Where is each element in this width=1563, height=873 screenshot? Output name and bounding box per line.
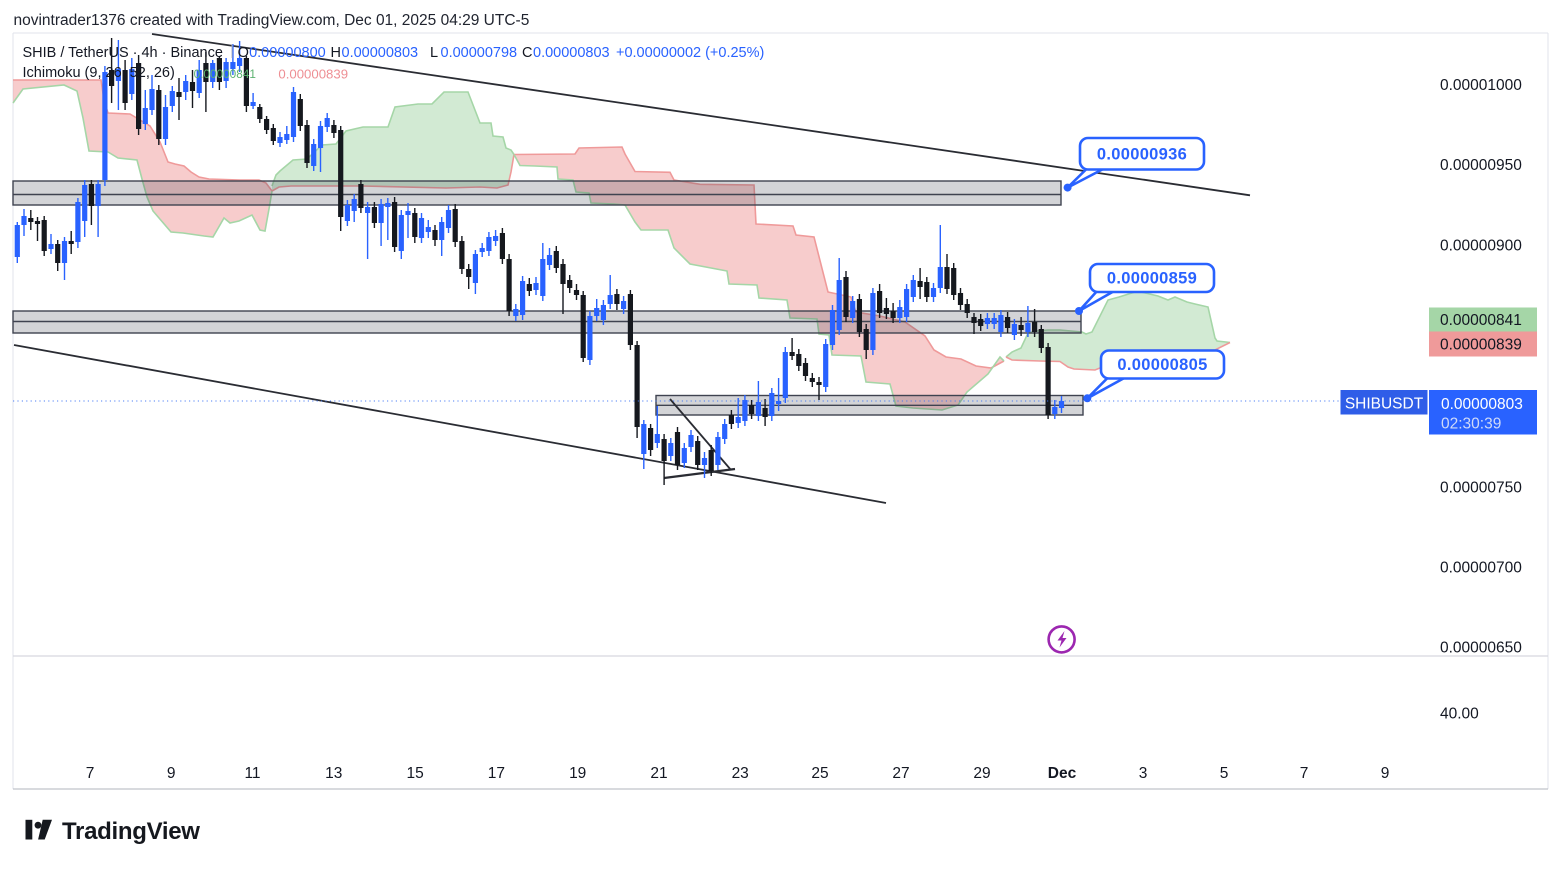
- svg-text:0.00000798: 0.00000798: [441, 45, 518, 61]
- svg-text:H: H: [331, 45, 341, 61]
- svg-text:0.00000839: 0.00000839: [1440, 337, 1522, 354]
- svg-text:25: 25: [811, 765, 828, 782]
- svg-text:0.00000841: 0.00000841: [1440, 312, 1522, 329]
- svg-text:19: 19: [569, 765, 586, 782]
- svg-text:11: 11: [244, 765, 260, 782]
- svg-text:3: 3: [1139, 765, 1148, 782]
- svg-text:23: 23: [732, 765, 749, 782]
- svg-text:0.00000936: 0.00000936: [1097, 145, 1187, 163]
- svg-text:7: 7: [86, 765, 95, 782]
- svg-text:5: 5: [1220, 765, 1229, 782]
- svg-text:29: 29: [973, 765, 990, 782]
- svg-text:0.00000839: 0.00000839: [278, 67, 348, 82]
- svg-text:0.00000803: 0.00000803: [342, 45, 419, 61]
- svg-text:novintrader1376 created with T: novintrader1376 created with TradingView…: [14, 12, 530, 29]
- svg-text:0.00000700: 0.00000700: [1440, 560, 1522, 577]
- svg-text:15: 15: [406, 765, 423, 782]
- svg-text:0.00000803: 0.00000803: [533, 45, 610, 61]
- svg-text:0.00000900: 0.00000900: [1440, 238, 1522, 255]
- svg-text:0.00000803: 0.00000803: [1441, 396, 1523, 413]
- svg-text:SHIBUSDT: SHIBUSDT: [1345, 396, 1424, 413]
- svg-text:Ichimoku (9, 26, 52, 26): Ichimoku (9, 26, 52, 26): [23, 65, 175, 81]
- svg-text:13: 13: [325, 765, 342, 782]
- svg-text:9: 9: [167, 765, 176, 782]
- svg-text:0.00000859: 0.00000859: [1107, 270, 1197, 288]
- svg-text:+0.00000002 (+0.25%): +0.00000002 (+0.25%): [616, 45, 764, 61]
- svg-text:Dec: Dec: [1048, 765, 1077, 782]
- svg-text:TradingView: TradingView: [62, 818, 200, 845]
- svg-text:0.00000750: 0.00000750: [1440, 480, 1522, 497]
- svg-text:27: 27: [892, 765, 909, 782]
- svg-text:0.00000805: 0.00000805: [1117, 356, 1207, 374]
- svg-text:7: 7: [1300, 765, 1309, 782]
- svg-text:O: O: [238, 45, 249, 61]
- svg-text:40.00: 40.00: [1440, 706, 1479, 723]
- svg-text:9: 9: [1381, 765, 1390, 782]
- svg-text:0.00001000: 0.00001000: [1440, 77, 1522, 94]
- svg-text:0.00000650: 0.00000650: [1440, 640, 1522, 657]
- svg-text:L: L: [430, 45, 438, 61]
- svg-text:C: C: [522, 45, 532, 61]
- svg-text:0.00000841: 0.00000841: [194, 67, 256, 81]
- svg-text:0.00000950: 0.00000950: [1440, 157, 1522, 174]
- svg-text:SHIB / TetherUS · 4h · Binance: SHIB / TetherUS · 4h · Binance: [23, 45, 223, 61]
- svg-text:21: 21: [650, 765, 667, 782]
- svg-text:17: 17: [488, 765, 505, 782]
- svg-text:02:30:39: 02:30:39: [1441, 416, 1501, 433]
- svg-text:0.00000800: 0.00000800: [249, 45, 326, 61]
